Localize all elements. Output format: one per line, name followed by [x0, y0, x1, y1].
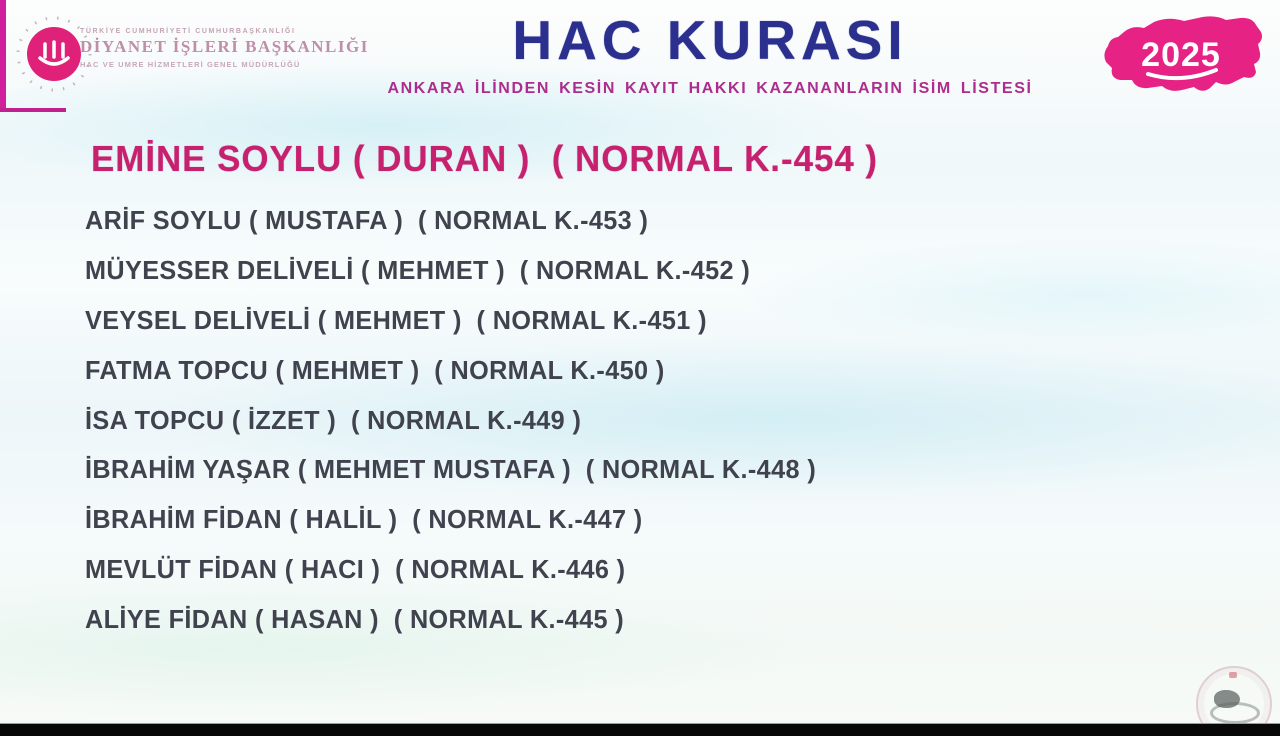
list-item: İBRAHİM FİDAN ( HALİL ) ( NORMAL K.-447 … [85, 504, 643, 534]
list-item: FATMA TOPCU ( MEHMET ) ( NORMAL K.-450 ) [85, 355, 665, 385]
page-title: HAC KURASI [512, 9, 908, 71]
turkey-map-icon: 2025 [1098, 8, 1264, 104]
left-accent-strip [0, 0, 6, 112]
list-item: ARİF SOYLU ( MUSTAFA ) ( NORMAL K.-453 ) [85, 205, 649, 235]
letterbox-bar [0, 723, 1280, 736]
page-subtitle: ANKARA İLİNDEN KESİN KAYIT HAKKI KAZANAN… [387, 80, 1033, 97]
list-item-highlight: EMİNE SOYLU ( DURAN ) ( NORMAL K.-454 ) [91, 138, 879, 179]
list-item: İSA TOPCU ( İZZET ) ( NORMAL K.-449 ) [85, 405, 582, 435]
year-badge-label: 2025 [1141, 36, 1221, 74]
org-name: DİYANET İŞLERİ BAŞKANLIĞI [80, 37, 369, 56]
left-accent-underline [0, 108, 66, 112]
diyanet-logo-icon [14, 8, 110, 104]
list-item: MÜYESSER DELİVELİ ( MEHMET ) ( NORMAL K.… [85, 255, 751, 285]
list-item: İBRAHİM YAŞAR ( MEHMET MUSTAFA ) ( NORMA… [85, 454, 817, 484]
list-item: VEYSEL DELİVELİ ( MEHMET ) ( NORMAL K.-4… [85, 305, 707, 335]
org-line-top: TÜRKİYE CUMHURİYETİ CUMHURBAŞKANLIĞI [80, 28, 296, 35]
list-item: ALİYE FİDAN ( HASAN ) ( NORMAL K.-445 ) [85, 604, 625, 634]
watermark-stamp-icon [1196, 666, 1272, 736]
org-line-bottom: HAC VE UMRE HİZMETLERİ GENEL MÜDÜRLÜĞÜ [80, 60, 301, 69]
list-item: MEVLÜT FİDAN ( HACI ) ( NORMAL K.-446 ) [85, 554, 626, 584]
